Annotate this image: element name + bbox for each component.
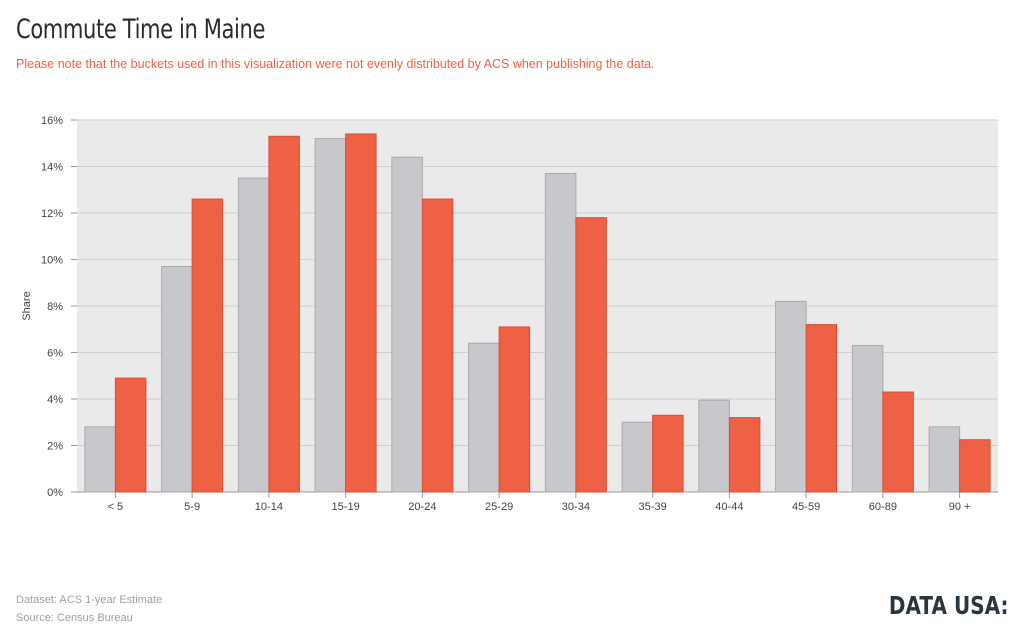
y-tick-label: 4% — [47, 394, 63, 406]
y-tick-label: 10% — [41, 255, 63, 267]
bar-series-1[interactable] — [314, 138, 347, 493]
x-tick-label: 90 + — [949, 501, 971, 513]
bar-series-1[interactable] — [468, 342, 500, 493]
bar-series-2[interactable] — [728, 417, 761, 493]
bar-series-1[interactable] — [698, 399, 730, 493]
x-tick-label: < 5 — [108, 501, 124, 513]
x-tick-label: 25-29 — [485, 501, 513, 513]
bar-chart: 0% 2% 4% 6% 8% 10% 12% 14% 16% < 5 5-9 10-14 15-19 2… — [21, 115, 998, 513]
y-tick-label: 2% — [47, 441, 63, 453]
y-tick-label: 14% — [41, 162, 63, 174]
bar-series-2[interactable] — [882, 391, 914, 493]
bar-series-2[interactable] — [114, 377, 147, 493]
chart-subtitle: Please note that the buckets used in thi… — [16, 57, 655, 71]
x-tick-label: 45-59 — [792, 501, 820, 513]
bar-series-2[interactable] — [268, 135, 300, 493]
y-tick-label: 0% — [47, 487, 63, 499]
bar-series-1[interactable] — [851, 345, 884, 493]
gridlines — [71, 119, 998, 493]
y-tick-label: 6% — [47, 348, 63, 360]
bar-series-1[interactable] — [928, 426, 961, 493]
datausa-logo[interactable]: DATA USA: — [888, 591, 1008, 620]
x-tick-label: 5-9 — [184, 501, 200, 513]
bar-series-2[interactable] — [575, 217, 607, 493]
bar-series-2[interactable] — [498, 326, 531, 493]
y-tick-label: 16% — [41, 115, 63, 127]
x-tick-labels: < 5 5-9 10-14 15-19 20-24 25-29 30-34 35-39 40-4… — [108, 492, 971, 513]
x-tick-label: 40-44 — [715, 501, 743, 513]
y-tick-label: 12% — [41, 208, 63, 220]
bar-series-1[interactable] — [237, 177, 270, 493]
bar-series-1[interactable] — [621, 421, 654, 493]
bar-series-2[interactable] — [421, 198, 454, 493]
bar-series-2[interactable] — [959, 439, 991, 493]
x-tick-label: 15-19 — [332, 501, 360, 513]
x-tick-label: 10-14 — [255, 501, 283, 513]
x-tick-label: 60-89 — [869, 501, 897, 513]
bar-series-1[interactable] — [161, 265, 193, 493]
bar-series-1[interactable] — [544, 172, 577, 493]
x-tick-label: 20-24 — [408, 501, 436, 513]
bar-series-1[interactable] — [391, 156, 423, 493]
bar-series-1[interactable] — [775, 300, 807, 493]
y-tick-label: 8% — [47, 301, 63, 313]
bar-series-2[interactable] — [191, 198, 224, 493]
bar-series-2[interactable] — [652, 414, 684, 493]
x-tick-label: 35-39 — [639, 501, 667, 513]
y-tick-labels: 0% 2% 4% 6% 8% 10% 12% 14% 16% — [41, 115, 63, 499]
bar-series-2[interactable] — [345, 133, 377, 493]
source-note: Source: Census Bureau — [16, 612, 133, 624]
bars — [84, 133, 991, 493]
chart-title: Commute Time in Maine — [16, 14, 266, 45]
bar-series-2[interactable] — [805, 324, 838, 493]
dataset-note: Dataset: ACS 1-year Estimate — [16, 594, 163, 606]
bar-series-1[interactable] — [84, 426, 116, 493]
x-tick-label: 30-34 — [562, 501, 590, 513]
y-axis-title: Share — [21, 291, 33, 320]
